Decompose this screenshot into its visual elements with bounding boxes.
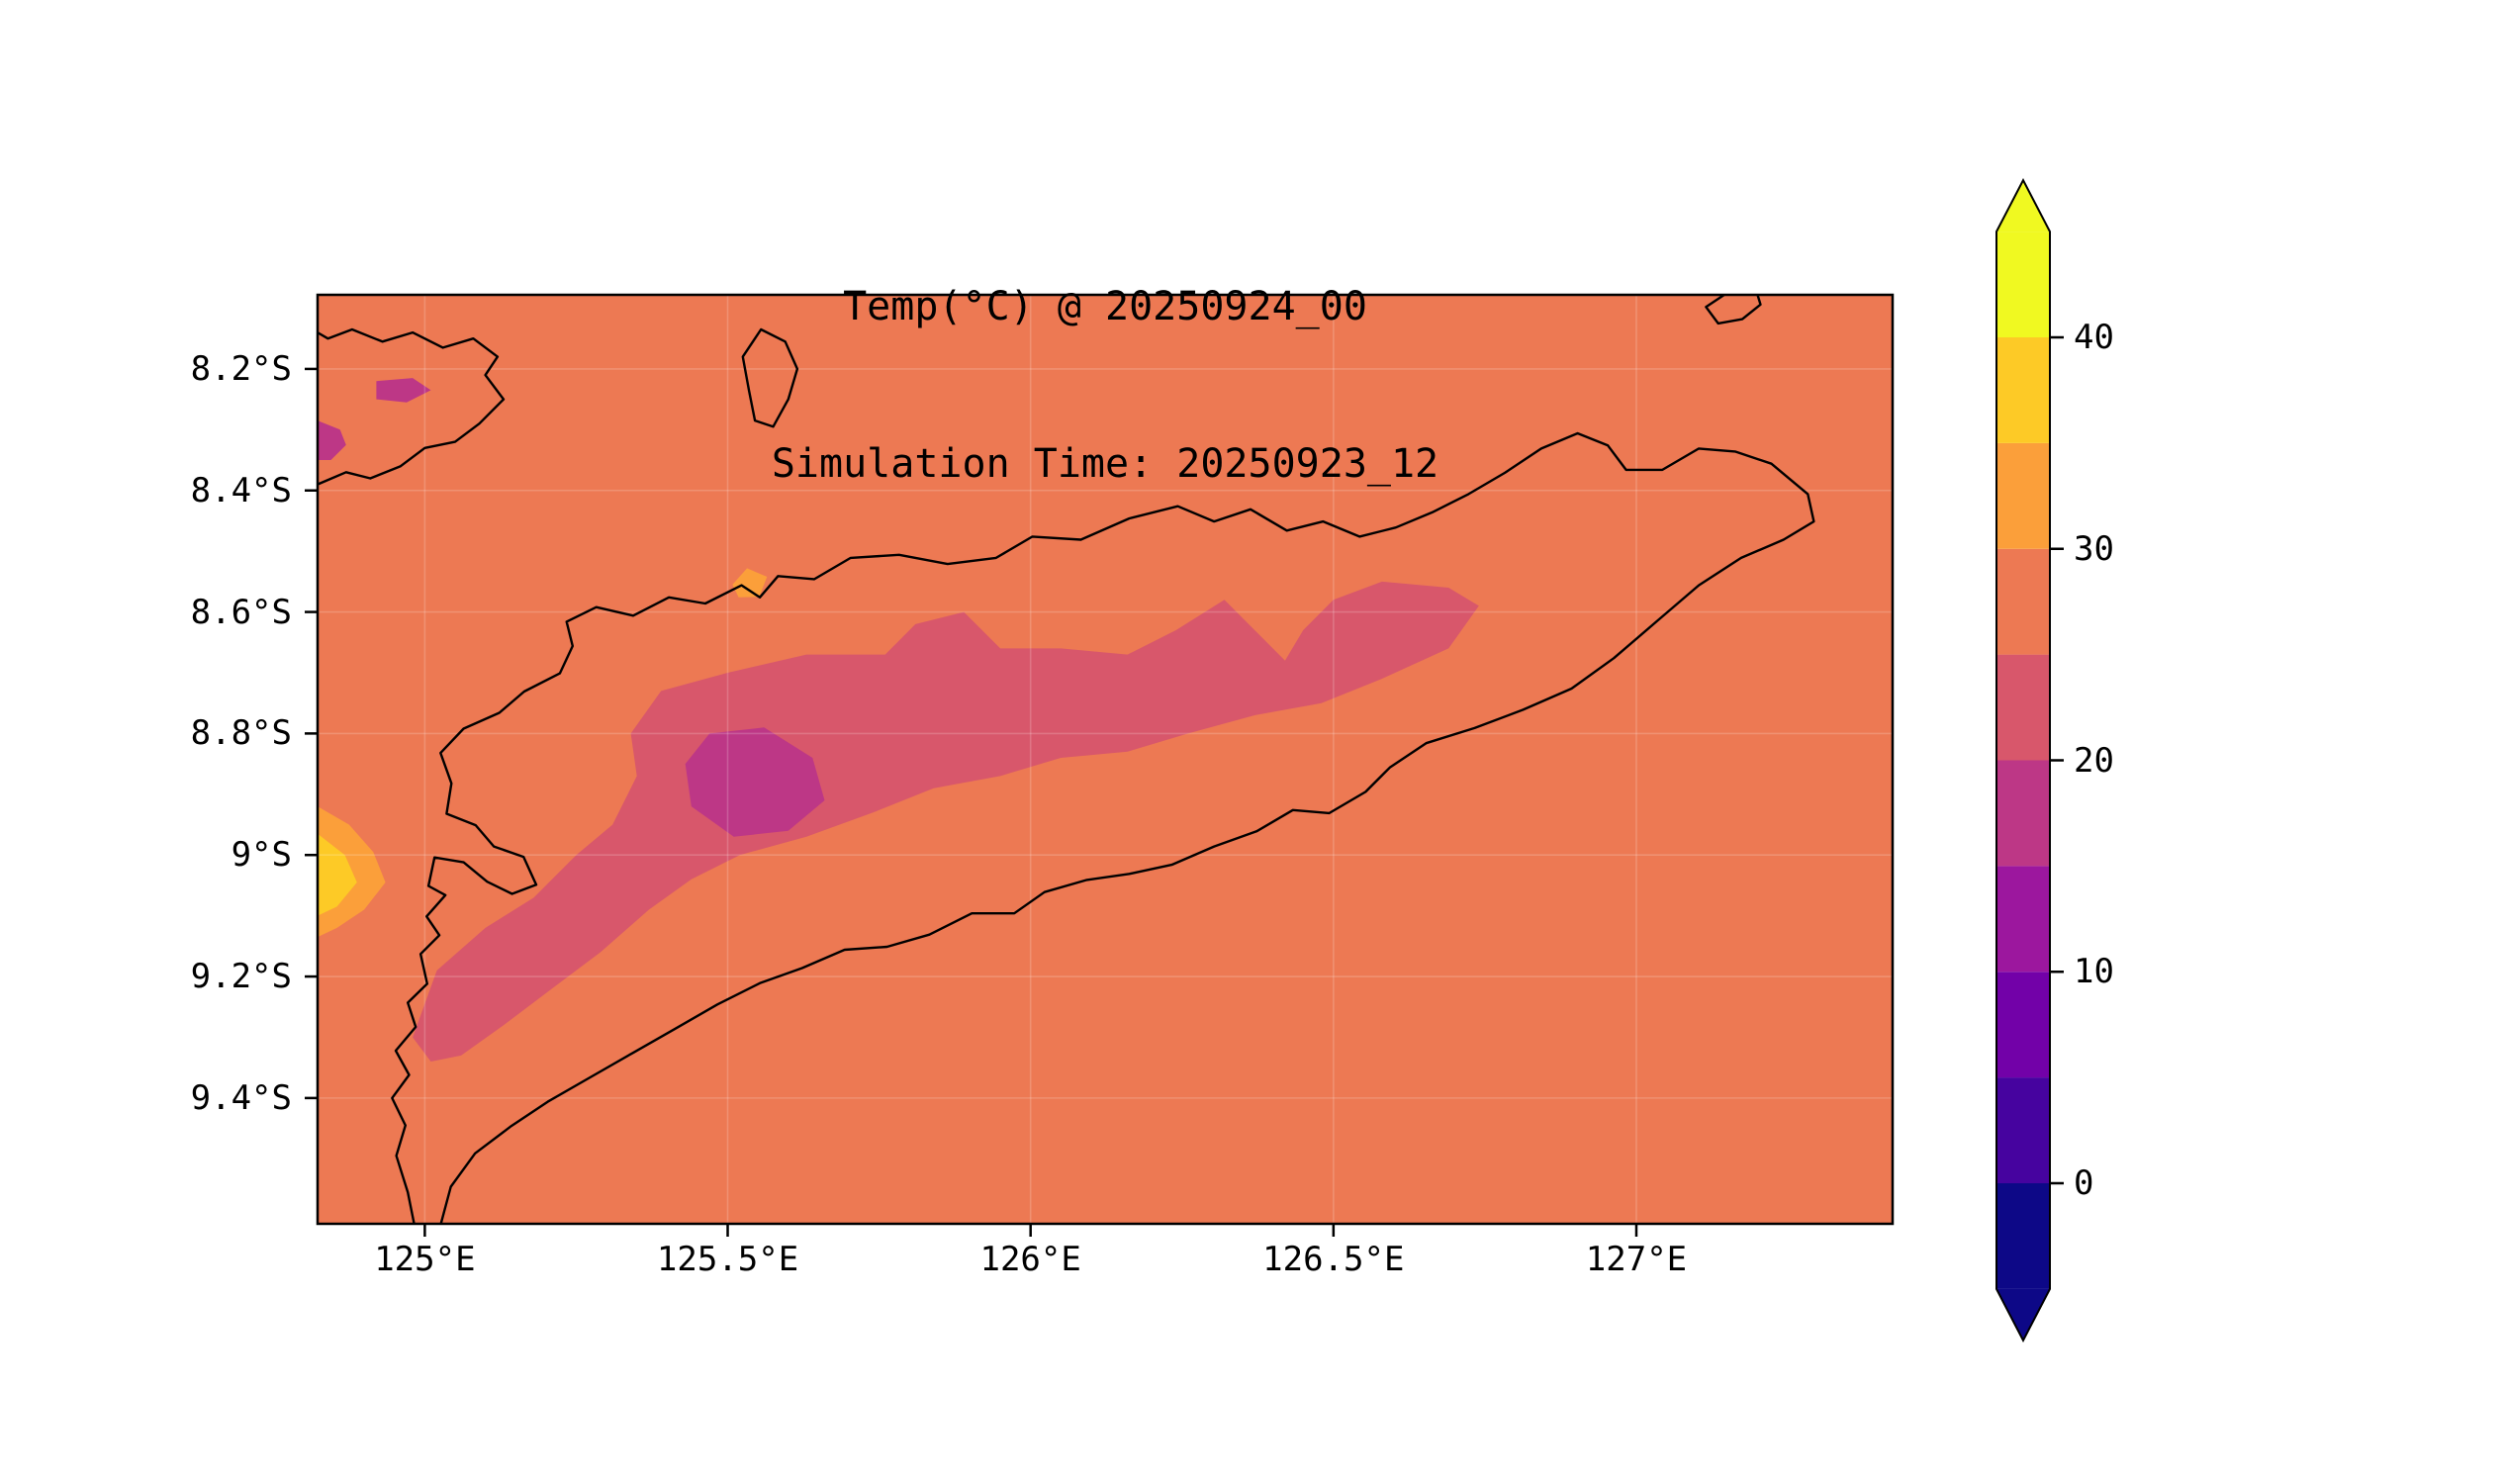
- x-tick-label: 125°E: [374, 1240, 476, 1279]
- colorbar-tick-label: 20: [2074, 740, 2114, 781]
- contour-region-central-ridge-cool: [413, 581, 1479, 1062]
- y-tick-label: 8.4°S: [190, 470, 292, 510]
- colorbar-over-arrow: [1996, 180, 2050, 232]
- colorbar-tick-label: 40: [2074, 318, 2114, 357]
- y-tick-label: 9.4°S: [190, 1077, 292, 1118]
- colorbar-band: [1996, 760, 2050, 867]
- contour-region-north-coast-warm-dot: [732, 568, 768, 598]
- plot-border: [316, 293, 1895, 1226]
- y-tick-label: 9.2°S: [190, 957, 292, 997]
- chart-title-line1: Temp(°C) @ 20250924_00: [843, 284, 1367, 329]
- contour-region-mountain-core-cold: [685, 727, 825, 837]
- background-fill: [318, 295, 1893, 1224]
- x-tick-label: 126.5°E: [1262, 1240, 1405, 1279]
- colorbar-band: [1996, 442, 2050, 549]
- colorbar: [1995, 177, 2064, 1344]
- coastline-atauro-island: [741, 327, 799, 428]
- y-tick-label: 9°S: [231, 835, 292, 876]
- colorbar-band: [1996, 548, 2050, 655]
- map-area: [318, 295, 1893, 1224]
- x-tick-label: 127°E: [1585, 1240, 1688, 1279]
- colorbar-band: [1996, 232, 2050, 337]
- colorbar-band: [1996, 1077, 2050, 1183]
- contour-region-alor-cool-spot: [376, 378, 431, 403]
- coastline-northeast-islet-partial: [1705, 295, 1762, 325]
- coastline-alor-island-partial: [318, 327, 506, 486]
- coastline-timor-main-island: [391, 431, 1815, 1224]
- contour-region-west-coast-warm-core: [318, 833, 357, 916]
- colorbar-band: [1996, 337, 2050, 443]
- colorbar-tick-label: 30: [2074, 528, 2114, 569]
- chart-title: Temp(°C) @ 20250924_00 Simulation Time: …: [318, 176, 1893, 596]
- y-tick-label: 8.2°S: [190, 348, 292, 389]
- colorbar-under-arrow: [1996, 1288, 2050, 1341]
- colorbar-tick-label: 0: [2074, 1163, 2094, 1203]
- colorbar-band: [1996, 866, 2050, 973]
- colorbar-band: [1996, 654, 2050, 761]
- y-tick-label: 8.8°S: [190, 713, 292, 754]
- colorbar-band: [1996, 1183, 2050, 1289]
- contour-region-west-edge-cool-spot: [318, 420, 346, 460]
- colorbar-outline: [1995, 177, 2051, 1344]
- x-tick-label: 126°E: [979, 1240, 1081, 1279]
- x-tick-label: 125.5°E: [656, 1240, 799, 1279]
- colorbar-band: [1996, 972, 2050, 1078]
- colorbar-tick-label: 10: [2074, 952, 2114, 992]
- chart-title-line2: Simulation Time: 20250923_12: [771, 441, 1439, 487]
- y-tick-label: 8.6°S: [190, 592, 292, 632]
